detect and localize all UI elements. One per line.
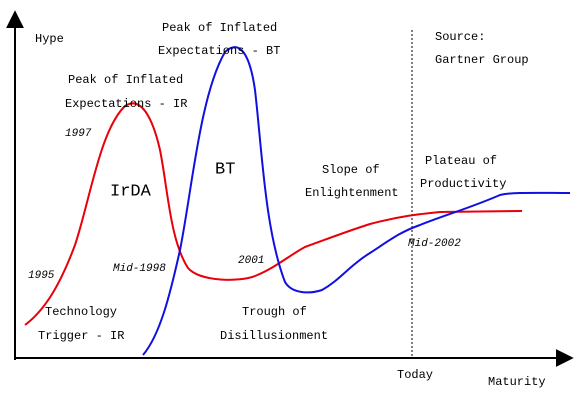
phase-label: Expectations - BT [158, 44, 280, 58]
phase-label: Trough of [242, 305, 307, 319]
phase-label: Expectations - IR [65, 97, 187, 111]
ir-curve [24, 102, 523, 326]
bt-curve [142, 46, 571, 356]
date-label: 1997 [65, 128, 92, 140]
phase-label: Trigger - IR [38, 329, 124, 343]
phase-label: Enlightenment [305, 186, 399, 200]
phase-label: Slope of [322, 163, 380, 177]
y-axis-label: Hype [35, 32, 64, 46]
date-label: 1995 [28, 270, 55, 282]
x-axis-label: Maturity [488, 375, 546, 389]
phase-label: Plateau of [425, 154, 497, 168]
phase-label: Technology [45, 305, 117, 319]
date-label: Mid-2002 [408, 238, 461, 250]
source: Source: [435, 30, 485, 44]
tech-label: IrDA [110, 182, 152, 201]
date-label: 2001 [238, 255, 264, 267]
date-label: Mid-1998 [113, 263, 166, 275]
today-label: Today [397, 368, 433, 382]
tech-label: BT [215, 160, 235, 179]
phase-label: Productivity [420, 177, 506, 191]
source: Gartner Group [435, 53, 529, 67]
phase-label: Disillusionment [220, 329, 328, 343]
phase-label: Peak of Inflated [162, 21, 277, 35]
phase-label: Peak of Inflated [68, 73, 183, 87]
